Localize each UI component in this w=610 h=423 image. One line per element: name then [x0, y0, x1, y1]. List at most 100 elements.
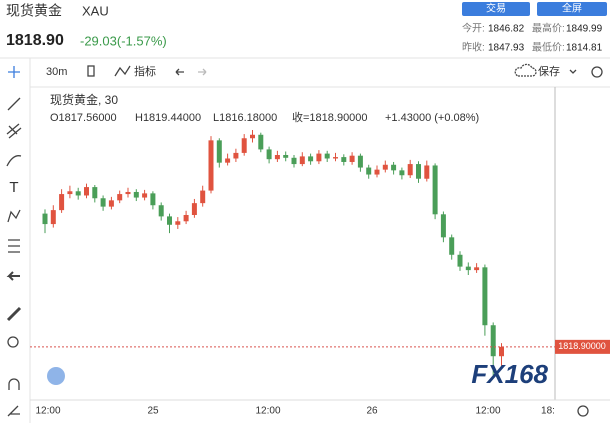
candle-body — [191, 203, 197, 215]
price-change: -29.03(-1.57%) — [80, 33, 167, 48]
candle-body — [449, 237, 455, 255]
legend-title: 现货黄金, 30 — [50, 92, 118, 107]
prediction-tool[interactable] — [8, 239, 20, 253]
zoom[interactable] — [7, 336, 19, 348]
fullscreen-label[interactable]: 全屏 — [562, 2, 582, 15]
pattern-tool[interactable] — [7, 209, 21, 223]
crosshair[interactable] — [8, 66, 20, 78]
candle-body — [391, 164, 397, 171]
candle-body — [291, 157, 297, 165]
stat: 1846.82 — [488, 24, 525, 35]
candle-body — [490, 325, 496, 357]
symbol: XAU — [82, 3, 109, 18]
ohlc-value: +1.43000 (+0.08%) — [385, 112, 479, 124]
candle-body — [399, 170, 405, 176]
candle-body — [382, 164, 388, 170]
trade-label[interactable]: 交易 — [486, 2, 506, 15]
candle-body — [59, 194, 65, 211]
ohlc-value: 收=1818.90000 — [292, 110, 368, 124]
fib-tool[interactable] — [6, 123, 22, 139]
candle-body — [299, 156, 305, 165]
lock-draw[interactable] — [7, 405, 20, 417]
candle-body — [133, 191, 139, 198]
watermark: FX168 — [471, 359, 548, 389]
candle-body — [75, 191, 81, 196]
candle-body — [42, 213, 48, 225]
candle-body — [150, 193, 156, 206]
candle-body — [142, 193, 148, 198]
line-tool[interactable] — [7, 97, 21, 111]
stat: 1814.81 — [566, 43, 603, 54]
time-label: 26 — [366, 406, 378, 417]
candle-body — [208, 140, 214, 191]
candle-body — [175, 221, 181, 225]
interval[interactable]: 30m — [46, 66, 67, 78]
settings[interactable] — [591, 66, 603, 78]
time-label: 18: — [541, 406, 555, 417]
logo — [47, 367, 65, 385]
ohlc-value: H1819.44000 — [135, 112, 201, 124]
candle-body — [225, 158, 231, 163]
price-tag — [555, 339, 610, 354]
drawing-tools: T — [6, 66, 22, 417]
candle-body — [283, 155, 289, 158]
candle-body — [416, 164, 421, 179]
candle-body — [67, 191, 73, 195]
indicator-icon[interactable] — [114, 65, 131, 77]
undo[interactable] — [175, 68, 184, 76]
candle-body — [84, 187, 89, 196]
candle-body — [92, 187, 98, 199]
ruler[interactable] — [6, 306, 22, 322]
back[interactable] — [6, 271, 20, 281]
save[interactable]: 保存 — [538, 64, 560, 78]
candle-body — [333, 157, 338, 159]
candle-icon[interactable] — [87, 65, 95, 77]
candle-body — [183, 215, 189, 222]
cloud-icon[interactable] — [514, 63, 537, 77]
candle-body — [100, 198, 106, 207]
candle-body — [125, 191, 131, 195]
candle-body — [308, 156, 314, 162]
stat: 今开: — [462, 22, 485, 35]
time-label: 25 — [147, 406, 159, 417]
indicators[interactable]: 指标 — [134, 64, 156, 78]
candle-body — [200, 190, 206, 204]
last-price: 1818.90 — [6, 32, 64, 49]
candle-body — [241, 138, 247, 153]
time-label: 12:00 — [35, 406, 60, 417]
candle-body — [108, 200, 114, 207]
candle-body — [499, 346, 504, 357]
candle-body — [407, 164, 413, 176]
candle-body — [50, 210, 56, 225]
instrument-name: 现货黄金 — [6, 3, 62, 19]
redo[interactable] — [198, 68, 207, 76]
trade-button[interactable] — [462, 2, 530, 16]
candle-body — [250, 134, 255, 139]
candle-body — [440, 214, 446, 238]
candle-body — [117, 194, 123, 201]
ohlc-value: O1817.56000 — [50, 112, 117, 124]
candle-body — [424, 165, 430, 179]
candle-body — [324, 153, 330, 159]
dropdown[interactable] — [569, 69, 577, 74]
candle-body — [432, 165, 438, 215]
candle-body — [349, 155, 355, 162]
brush-tool[interactable] — [6, 155, 22, 167]
candle-body — [258, 134, 264, 150]
candle-body — [316, 153, 322, 162]
text-tool[interactable]: T — [9, 179, 18, 196]
candle-body — [266, 149, 272, 160]
axis-settings[interactable] — [577, 405, 589, 417]
candle-body — [457, 254, 463, 267]
fullscreen-button[interactable] — [537, 2, 607, 16]
candle-body — [474, 267, 480, 271]
candle-body — [158, 205, 164, 217]
candle-body — [357, 155, 363, 168]
candle-body — [233, 152, 239, 159]
price-tag-label: 1818.90000 — [558, 341, 606, 351]
stat: 最低价: — [532, 41, 565, 54]
candle-body — [167, 216, 172, 225]
stat: 1849.99 — [566, 24, 603, 35]
magnet[interactable] — [8, 378, 20, 390]
